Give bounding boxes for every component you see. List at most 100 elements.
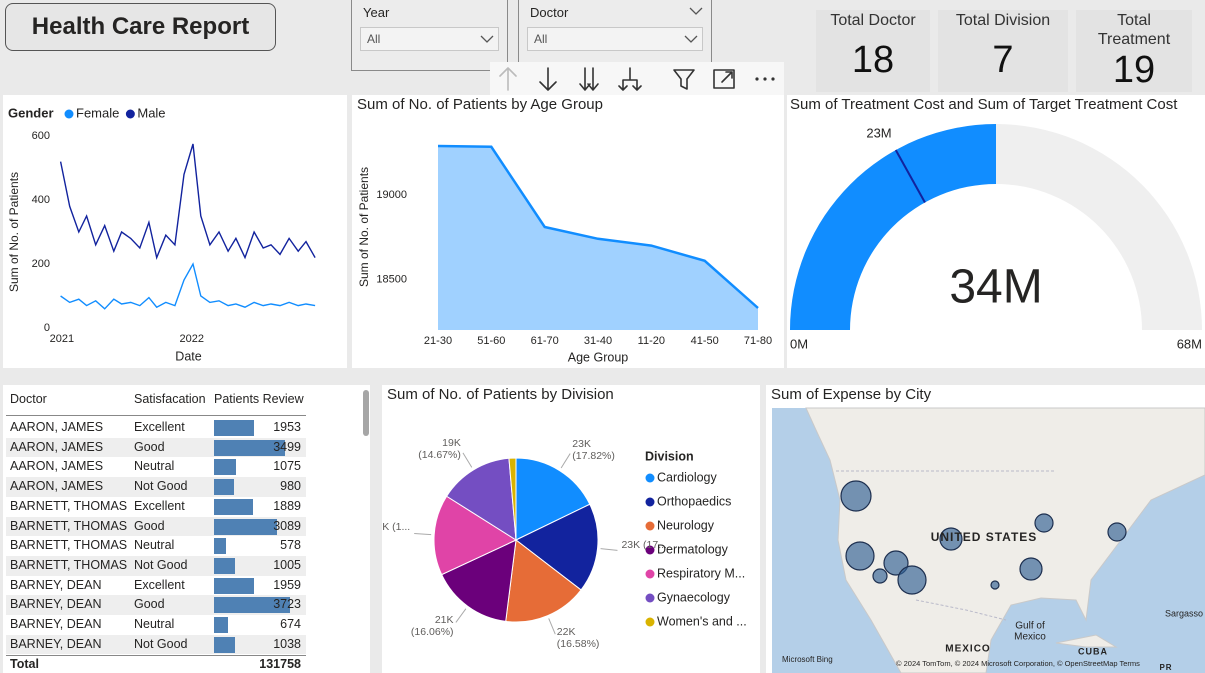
pie-slice bbox=[508, 457, 517, 541]
x-tick-label: 31-40 bbox=[584, 335, 612, 347]
doctor-cell: BARNEY, DEAN bbox=[10, 597, 102, 612]
data-label: 21K (1... bbox=[382, 521, 411, 534]
legend-title: Division bbox=[645, 449, 694, 463]
kpi-card: Total Division 7 bbox=[938, 10, 1068, 92]
more-icon[interactable] bbox=[755, 77, 775, 81]
city-bubble[interactable] bbox=[1034, 513, 1054, 533]
filter-dropdown[interactable]: All bbox=[360, 27, 499, 51]
leader-line bbox=[414, 533, 432, 536]
city-bubble[interactable] bbox=[845, 541, 875, 571]
filter-label: Doctor bbox=[530, 5, 569, 20]
map-label: Sargasso bbox=[1165, 608, 1203, 618]
x-tick-label: 71-80 bbox=[744, 335, 772, 347]
city-bubble[interactable] bbox=[883, 550, 909, 576]
map-attribution: © 2024 TomTom, © 2024 Microsoft Corporat… bbox=[896, 659, 1140, 668]
x-tick-label: 51-60 bbox=[477, 335, 505, 347]
city-bubble[interactable] bbox=[1019, 557, 1043, 581]
data-label: 22K (16.58%) bbox=[556, 625, 600, 650]
visual-toolbar bbox=[490, 62, 784, 95]
leader-line bbox=[462, 452, 473, 468]
data-bar bbox=[214, 459, 236, 476]
card-label: Total Treatment bbox=[1097, 12, 1171, 48]
satisfaction-cell: Excellent bbox=[134, 577, 185, 592]
legend-marker bbox=[645, 473, 655, 483]
x-tick-label: 11-20 bbox=[638, 335, 665, 347]
city-bubble[interactable] bbox=[990, 580, 1000, 590]
legend-label: Dermatology bbox=[657, 542, 729, 556]
legend-marker bbox=[645, 593, 655, 603]
legend-marker bbox=[645, 497, 655, 507]
x-tick-label: 61-70 bbox=[531, 335, 559, 347]
data-label: 19K (14.67%) bbox=[418, 437, 461, 462]
gauge-range-label: 0M bbox=[790, 336, 808, 351]
drill-up-icon[interactable] bbox=[499, 67, 517, 91]
card-label: Total Division bbox=[955, 12, 1051, 29]
drill-down-icon[interactable] bbox=[539, 67, 557, 91]
satisfaction-cell: Good bbox=[134, 597, 165, 612]
x-axis-label: Age Group bbox=[568, 350, 629, 364]
legend-label: Orthopaedics bbox=[657, 494, 731, 508]
border bbox=[836, 470, 1056, 621]
report-title[interactable]: Health Care Report bbox=[5, 3, 276, 51]
review-cell: 674 bbox=[280, 617, 301, 631]
satisfaction-cell: Excellent bbox=[134, 498, 185, 513]
data-label: 23K (17... bbox=[621, 538, 667, 551]
review-cell: 578 bbox=[280, 538, 301, 553]
area-line bbox=[437, 144, 759, 309]
review-cell: 1005 bbox=[273, 557, 301, 572]
legend-label: Female bbox=[76, 105, 119, 120]
land bbox=[805, 407, 1205, 673]
expand-icon[interactable] bbox=[618, 67, 642, 91]
pie-chart: Sum of No. of Patients by Division Divisi… bbox=[387, 386, 747, 635]
satisfaction-cell: Not Good bbox=[134, 557, 188, 572]
leader-line bbox=[455, 608, 467, 623]
city-bubble[interactable] bbox=[897, 565, 927, 595]
chevron bbox=[689, 7, 703, 15]
pie-slice bbox=[515, 457, 591, 541]
satisfaction-cell: Good bbox=[134, 439, 165, 454]
city-bubble[interactable] bbox=[840, 480, 872, 512]
filter-icon[interactable] bbox=[673, 69, 695, 90]
city-bubble[interactable] bbox=[872, 568, 888, 584]
city-bubble[interactable] bbox=[939, 527, 963, 551]
area-chart: Sum of No. of Patients by Age Group 18500… bbox=[357, 96, 772, 364]
doctor-cell: AARON, JAMES bbox=[10, 459, 104, 474]
filter-dropdown[interactable]: All bbox=[527, 27, 703, 51]
map-label: Gulf of bbox=[1015, 621, 1045, 632]
next-level-icon[interactable] bbox=[579, 67, 599, 91]
map-panel: Sum of Expense by City UNITED STATES MEXIC… bbox=[766, 385, 1205, 673]
x-tick-label: 41-50 bbox=[691, 335, 719, 347]
area-fill bbox=[438, 146, 758, 330]
data-label: 23K (17.82%) bbox=[572, 438, 615, 463]
map-label: PR bbox=[1159, 663, 1172, 672]
review-cell: 1953 bbox=[273, 420, 301, 434]
scrollbar[interactable] bbox=[363, 390, 369, 436]
pie-slice bbox=[445, 457, 517, 541]
legend-label: Neurology bbox=[657, 518, 715, 532]
gauge-panel: Sum of Treatment Cost and Sum of Target … bbox=[787, 95, 1205, 368]
doctor-cell: BARNETT, THOMAS bbox=[10, 498, 128, 513]
map-label: CUBA bbox=[1078, 646, 1108, 656]
filter-label: Year bbox=[363, 5, 390, 20]
legend-marker bbox=[125, 109, 135, 119]
column-header: Doctor bbox=[10, 392, 47, 406]
map-label: UNITED STATES bbox=[931, 530, 1038, 544]
header-rule bbox=[6, 415, 306, 416]
review-cell: 1959 bbox=[273, 577, 301, 592]
focus-icon[interactable] bbox=[713, 69, 735, 89]
doctor-cell: BARNETT, THOMAS bbox=[10, 518, 128, 533]
city-bubble[interactable] bbox=[1107, 522, 1127, 542]
data-bar bbox=[214, 636, 236, 653]
x-tick-label: 21-30 bbox=[424, 335, 452, 347]
y-tick-label: 600 bbox=[32, 130, 50, 142]
review-cell: 3499 bbox=[273, 439, 301, 454]
doctor-cell: BARNEY, DEAN bbox=[10, 617, 102, 631]
data-bar bbox=[214, 498, 253, 515]
total-value: 131758 bbox=[259, 657, 301, 671]
map: Sum of Expense by City UNITED STATES MEXIC… bbox=[771, 386, 1205, 673]
age-area-panel: Sum of No. of Patients by Age Group 18500… bbox=[352, 95, 784, 368]
city-bubbles bbox=[840, 480, 1127, 595]
legend-label: Women's and ... bbox=[657, 614, 747, 628]
total-rule bbox=[6, 655, 306, 656]
